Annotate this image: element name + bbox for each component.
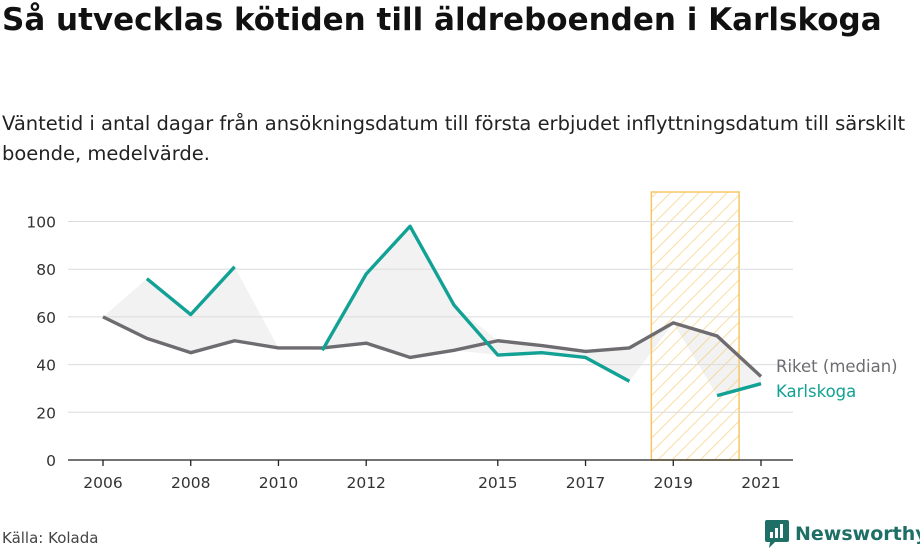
series-line-karlskoga bbox=[716, 382, 762, 398]
x-tick-label: 2006 bbox=[83, 474, 122, 492]
chart-subtitle: Väntetid i antal dagar från ansökningsda… bbox=[2, 112, 906, 165]
y-tick-label: 0 bbox=[46, 452, 56, 470]
source-note: Källa: Kolada bbox=[2, 529, 99, 547]
y-tick-label: 40 bbox=[36, 357, 56, 375]
brand-logo[interactable]: Newsworthy bbox=[764, 519, 920, 549]
x-tick-label: 2012 bbox=[346, 474, 385, 492]
chart-bubble-icon bbox=[765, 520, 789, 548]
y-tick-label: 100 bbox=[26, 214, 56, 232]
axes: 0 20 40 60 80 100 2006 2008 2010 2012 2015 2017 2019… bbox=[26, 214, 793, 492]
series-label-karlskoga: Karlskoga bbox=[776, 382, 856, 401]
series-line-riket bbox=[102, 315, 763, 378]
series-labels: Riket (median) Karlskoga bbox=[776, 357, 898, 401]
brand-name: Newsworthy bbox=[795, 523, 920, 545]
y-tick-label: 20 bbox=[36, 404, 56, 422]
series-lines bbox=[102, 224, 763, 398]
y-tick-label: 60 bbox=[36, 309, 56, 327]
range-band bbox=[103, 226, 761, 396]
x-tick-label: 2017 bbox=[566, 474, 605, 492]
x-tick-label: 2010 bbox=[259, 474, 298, 492]
difference-band bbox=[103, 226, 761, 396]
series-label-riket: Riket (median) bbox=[776, 357, 898, 376]
x-tick-label: 2021 bbox=[741, 474, 780, 492]
x-tick-label: 2019 bbox=[654, 474, 693, 492]
series-line-karlskoga bbox=[320, 224, 631, 383]
series-line-karlskoga bbox=[145, 265, 236, 317]
x-tick-label: 2008 bbox=[171, 474, 210, 492]
gridlines bbox=[68, 221, 793, 413]
x-tick-label: 2015 bbox=[478, 474, 517, 492]
chart-title: Så utvecklas kötiden till äldreboenden i… bbox=[2, 2, 882, 38]
y-tick-label: 80 bbox=[36, 261, 56, 279]
